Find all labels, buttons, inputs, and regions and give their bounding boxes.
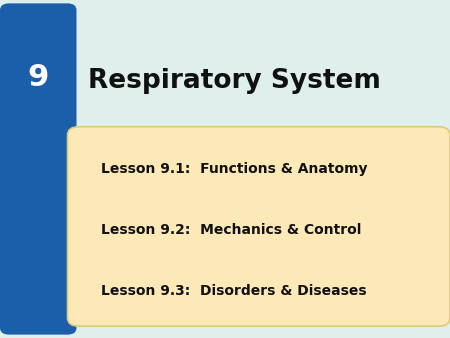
Text: Respiratory System: Respiratory System [88, 68, 381, 94]
FancyBboxPatch shape [68, 127, 450, 326]
Text: Lesson 9.1:  Functions & Anatomy: Lesson 9.1: Functions & Anatomy [101, 162, 368, 176]
Text: 9: 9 [27, 63, 49, 92]
FancyBboxPatch shape [0, 3, 76, 335]
Text: Lesson 9.3:  Disorders & Diseases: Lesson 9.3: Disorders & Diseases [101, 284, 367, 298]
Text: Lesson 9.2:  Mechanics & Control: Lesson 9.2: Mechanics & Control [101, 223, 362, 237]
